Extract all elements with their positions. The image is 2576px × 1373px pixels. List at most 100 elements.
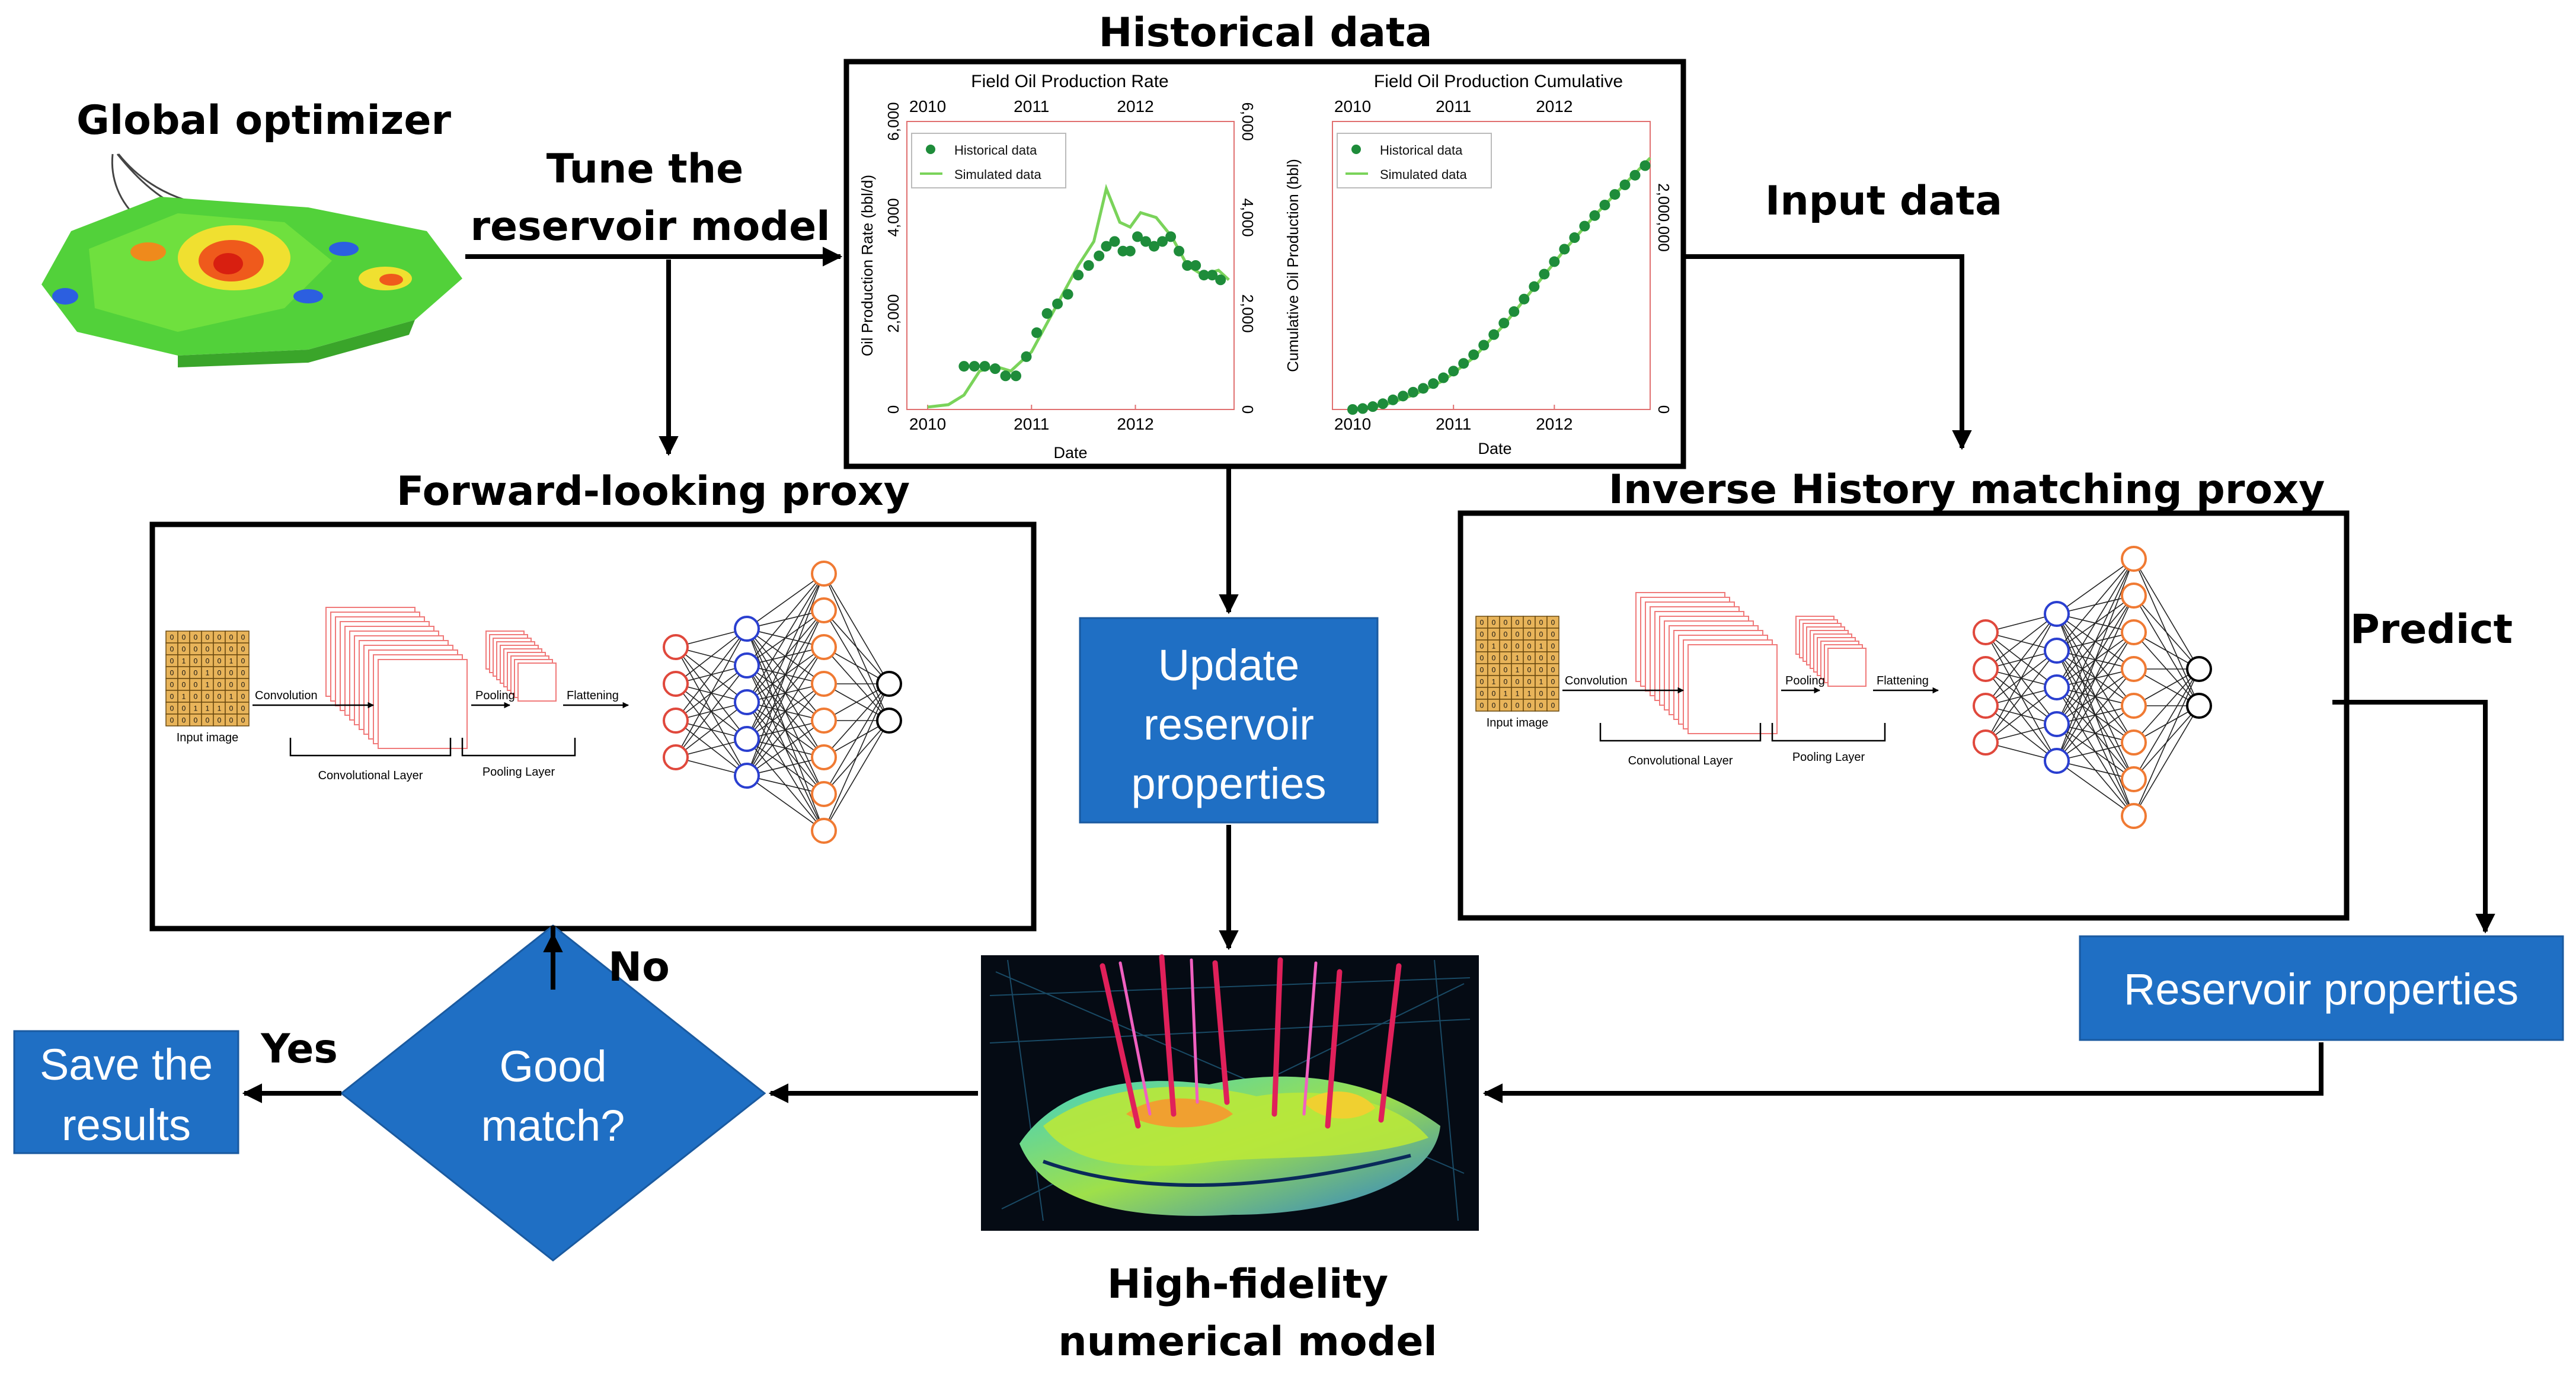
rate-chart-historical-point <box>1207 270 1218 281</box>
pool-layer-bracket <box>1771 723 1886 742</box>
nn-node <box>811 597 837 623</box>
input-grid-value: 0 <box>1551 654 1555 662</box>
inverse-proxy-title: Inverse History matching proxy <box>1609 466 2325 513</box>
nn-connection <box>1985 687 2057 743</box>
input-grid-value: 0 <box>194 657 198 665</box>
nn-node <box>876 708 902 734</box>
input-grid-value: 0 <box>170 692 174 700</box>
arrow-historical-to-inverse-proxy <box>1686 254 1972 450</box>
input-grid-value: 0 <box>1480 665 1484 674</box>
cumulative-chart-historical-point <box>1619 179 1631 190</box>
pool-layer-label: Pooling Layer <box>482 766 555 779</box>
input-grid-value: 0 <box>182 704 186 712</box>
input-grid-value: 0 <box>1480 701 1484 709</box>
rate-chart-xlabel: Date <box>1053 444 1087 462</box>
input-grid-value: 0 <box>229 645 234 653</box>
hifi-label-line1: High-fidelity <box>1107 1261 1388 1308</box>
input-grid-value: 0 <box>1527 701 1532 709</box>
input-grid-value: 1 <box>1516 689 1520 697</box>
input-grid-value: 0 <box>1516 642 1520 650</box>
cumulative-chart-ytick-right-label: 2,000,000 <box>1655 183 1673 252</box>
input-grid-value: 0 <box>1516 630 1520 638</box>
input-grid-value: 1 <box>182 692 186 700</box>
decision-line2: match? <box>481 1101 625 1150</box>
nn-connection <box>675 665 747 758</box>
input-grid-value: 0 <box>1492 665 1496 674</box>
nn-node <box>1973 619 1999 645</box>
nn-node <box>811 818 837 844</box>
nn-node <box>2186 656 2212 682</box>
rate-chart-ytick-right-label: 4,000 <box>1239 198 1257 236</box>
nn-connection <box>1985 650 2057 743</box>
input-grid-value: 0 <box>206 692 210 700</box>
rate-chart-historical-point <box>1109 236 1120 247</box>
input-grid-value: 1 <box>206 668 210 677</box>
input-grid-value: 0 <box>170 633 174 641</box>
nn-node <box>2121 766 2147 792</box>
nn-connection <box>746 610 824 776</box>
input-grid-value: 0 <box>182 633 186 641</box>
nn-connection <box>675 628 747 721</box>
nn-node <box>2121 803 2147 829</box>
cumulative-chart-historical-point <box>1408 386 1419 398</box>
cumulative-chart-historical-point <box>1468 349 1479 360</box>
input-grid-value: 0 <box>1492 689 1496 697</box>
rate-chart-historical-point <box>1215 274 1226 286</box>
input-grid-value: 1 <box>229 692 234 700</box>
input-grid-value: 0 <box>1551 689 1555 697</box>
pooling-label: Pooling <box>1785 674 1825 687</box>
nn-node <box>734 652 760 679</box>
convolution-label: Convolution <box>1565 674 1628 687</box>
rate-chart-historical-point <box>1073 270 1084 281</box>
input-grid-value: 1 <box>1492 677 1496 686</box>
cumulative-chart-historical-point <box>1388 394 1399 405</box>
conv-feature-map <box>1687 644 1778 734</box>
nn-connection <box>1985 613 2057 670</box>
input-grid-value: 0 <box>218 692 222 700</box>
nn-connection <box>675 702 747 758</box>
input-data-label: Input data <box>1765 178 2002 225</box>
input-grid-value: 0 <box>1504 654 1508 662</box>
cumulative-chart-historical-point <box>1367 401 1379 412</box>
input-grid-value: 0 <box>241 680 245 689</box>
input-grid-value: 0 <box>1492 630 1496 638</box>
nn-node <box>811 781 837 807</box>
nn-connection <box>823 683 890 831</box>
tune-label-line1: Tune the <box>546 146 744 193</box>
nn-node <box>2121 656 2147 682</box>
rate-chart-historical-point <box>1149 241 1160 252</box>
nn-node <box>811 634 837 660</box>
input-image-label: Input image <box>1487 716 1549 729</box>
input-grid-value: 0 <box>1480 618 1484 626</box>
rate-chart-historical-point <box>1041 308 1053 319</box>
nn-node <box>2044 748 2070 774</box>
input-grid-value: 0 <box>182 668 186 677</box>
cumulative-chart-historical-point <box>1448 366 1459 377</box>
rate-chart-historical-point <box>958 361 970 372</box>
global-optimizer-map <box>41 153 462 367</box>
input-grid-value: 0 <box>1551 618 1555 626</box>
cumulative-chart-legend-sim: Simulated data <box>1380 167 1468 182</box>
nn-connection <box>2056 760 2134 780</box>
rate-chart-ytick-label: 6,000 <box>884 102 902 140</box>
nn-connection <box>746 683 824 776</box>
input-grid-value: 0 <box>170 716 174 724</box>
input-grid-value: 0 <box>206 716 210 724</box>
rate-chart-historical-point <box>1011 370 1021 382</box>
cumulative-chart-xtick-top-label: 2012 <box>1536 97 1573 116</box>
cumulative-chart-xlabel: Date <box>1478 440 1511 457</box>
input-grid-value: 0 <box>206 657 210 665</box>
rate-chart-historical-point <box>1157 236 1168 247</box>
rate-chart-historical-point <box>1140 236 1152 247</box>
cumulative-chart-ticks: 2010 2010 2011 2011 2012 2012 0 2,000,000 <box>1334 97 1673 433</box>
input-grid-value: 0 <box>229 704 234 712</box>
rate-chart-xtick-label: 2012 <box>1117 415 1153 433</box>
input-grid-value: 0 <box>1504 618 1508 626</box>
input-grid-value: 0 <box>1504 677 1508 686</box>
update-properties-box <box>1079 617 1379 824</box>
cumulative-chart-xtick-top-label: 2010 <box>1334 97 1371 116</box>
input-grid-value: 0 <box>241 645 245 653</box>
input-grid-value: 0 <box>1539 654 1543 662</box>
cumulative-chart-ytick-right-label: 0 <box>1655 405 1673 414</box>
nn-connection <box>746 573 824 703</box>
